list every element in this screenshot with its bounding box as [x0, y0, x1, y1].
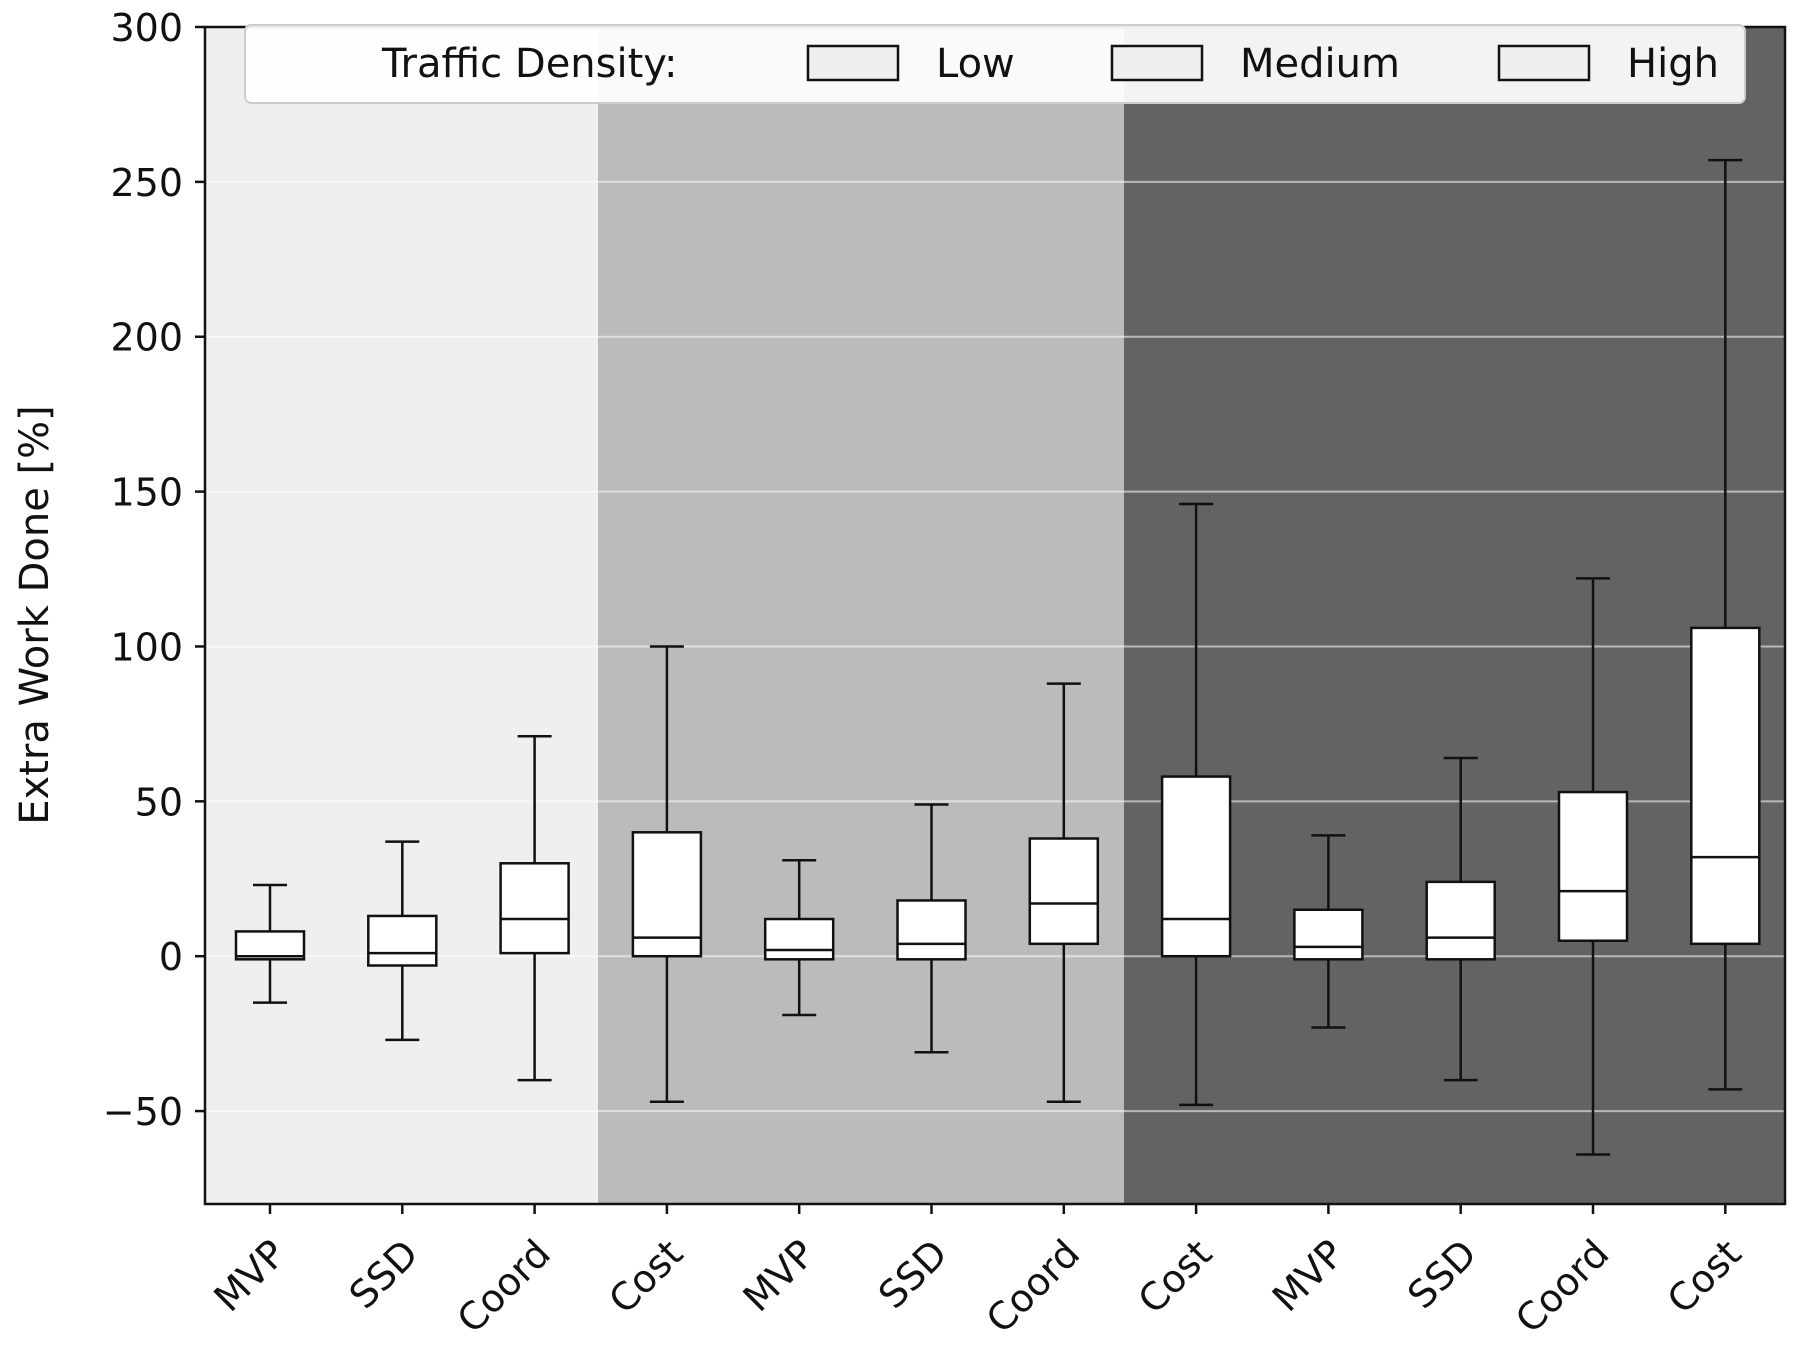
box-body — [234, 930, 306, 961]
legend-swatch-medium — [1110, 44, 1204, 82]
legend-label-medium: Medium — [1240, 41, 1400, 87]
group-bands — [205, 27, 1785, 1204]
box-low-coord — [499, 735, 570, 1082]
x-tick-label: MVP — [735, 1231, 824, 1320]
y-tick-label: 0 — [159, 935, 183, 979]
box-body — [1690, 626, 1761, 946]
x-axis: MVP SSD Coord Cost MVP SSD Coord Cost MVP SSD Coor… — [205, 1204, 1750, 1342]
y-tick-label: 150 — [110, 471, 183, 515]
box-low-cost — [631, 645, 703, 1104]
box-medium-coord — [1028, 682, 1100, 1104]
box-body — [1028, 837, 1100, 946]
box-body — [1557, 790, 1629, 942]
x-tick-label: Coord — [978, 1231, 1088, 1341]
x-tick-label: SSD — [870, 1231, 956, 1317]
y-tick-label: 200 — [110, 316, 183, 360]
y-axis: 300 250 200 150 100 50 0 −50 — [103, 6, 205, 1134]
y-tick-label: 50 — [135, 780, 183, 824]
box-body — [1293, 908, 1364, 961]
x-tick-label: MVP — [205, 1231, 294, 1320]
x-tick-label: Cost — [600, 1231, 691, 1322]
legend-label-high: High — [1627, 41, 1719, 87]
x-tick-label: Cost — [1659, 1231, 1750, 1322]
legend-title: Traffic Density: — [381, 41, 678, 87]
box-body — [499, 862, 570, 955]
box-medium-cost — [1160, 502, 1232, 1107]
box-body — [896, 899, 967, 961]
y-tick-label: 300 — [110, 6, 183, 50]
box-low-ssd — [367, 840, 438, 1042]
box-body — [763, 917, 835, 961]
band-high — [1124, 27, 1785, 1204]
legend-swatch-low — [806, 44, 900, 82]
box-medium-ssd — [896, 803, 967, 1054]
box-body — [631, 831, 703, 958]
x-tick-label: Coord — [1507, 1231, 1617, 1341]
box-high-coord — [1557, 577, 1629, 1156]
legend-label-low: Low — [936, 41, 1015, 87]
box-body — [367, 914, 438, 967]
x-tick-label: Coord — [449, 1231, 559, 1341]
legend: Traffic Density: Low Medium High — [244, 24, 1746, 104]
x-tick-label: Cost — [1130, 1231, 1221, 1322]
box-high-ssd — [1425, 756, 1496, 1082]
y-axis-label: Extra Work Done [%] — [12, 405, 58, 824]
band-medium — [598, 27, 1124, 1204]
legend-swatch-high — [1497, 44, 1591, 82]
boxes — [234, 158, 1761, 1156]
y-tick-label: 100 — [110, 625, 183, 669]
y-tick-label: 250 — [110, 161, 183, 205]
y-tick-label: −50 — [103, 1090, 183, 1134]
x-tick-label: SSD — [1399, 1231, 1485, 1317]
x-tick-label: SSD — [341, 1231, 427, 1317]
x-tick-label: MVP — [1264, 1231, 1353, 1320]
legend-frame — [244, 24, 1746, 104]
box-high-cost — [1690, 158, 1761, 1091]
box-body — [1160, 775, 1232, 958]
box-medium-mvp — [763, 858, 835, 1017]
box-body — [1425, 880, 1496, 961]
box-low-mvp — [234, 883, 306, 1004]
box-high-mvp — [1293, 834, 1364, 1029]
